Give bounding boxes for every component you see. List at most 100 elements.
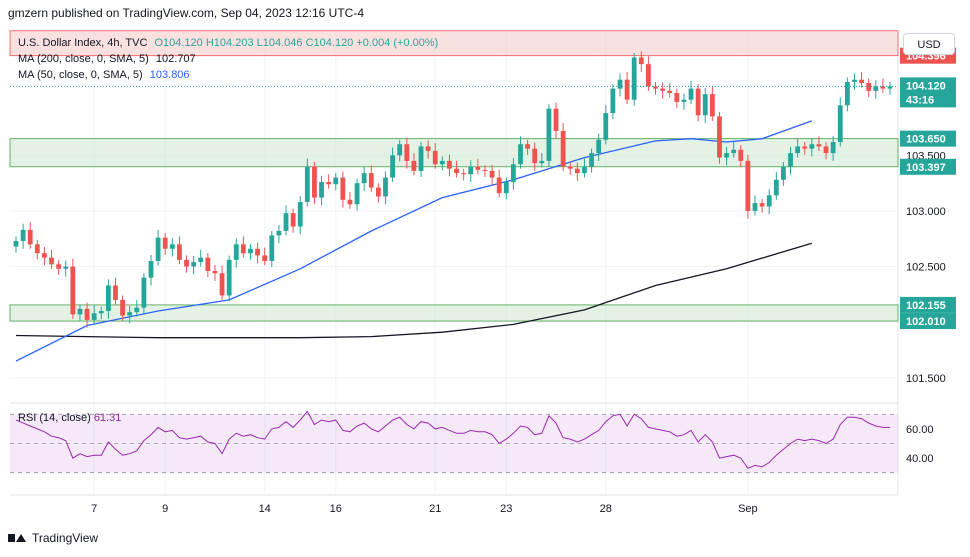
candle-body xyxy=(255,248,260,256)
candle-body xyxy=(638,57,644,65)
candle-body xyxy=(503,182,509,194)
candle-body xyxy=(859,79,864,84)
candle-body xyxy=(731,149,737,154)
candle-body xyxy=(198,257,204,263)
candle-body xyxy=(454,168,459,174)
price-label-text: 102.010 xyxy=(906,316,946,328)
candle-body xyxy=(155,237,161,261)
price-label-box xyxy=(900,158,956,175)
time-tick-label: 16 xyxy=(330,503,342,515)
candle-body xyxy=(717,116,722,158)
candle-body xyxy=(873,86,879,91)
candle-body xyxy=(177,244,182,260)
price-label-countdown: 43:16 xyxy=(906,94,934,106)
legend-ma200-label[interactable]: MA (200, close, 0, SMA, 5) xyxy=(18,53,149,65)
candle-body xyxy=(688,88,694,100)
candle-body xyxy=(532,148,538,164)
candle-body xyxy=(27,229,33,245)
price-label-box xyxy=(900,130,956,147)
time-tick-label: 21 xyxy=(429,503,441,515)
price-label-text: 104.120 xyxy=(906,80,946,92)
candle-body xyxy=(852,79,857,82)
candle-body xyxy=(120,299,125,316)
candle-body xyxy=(816,144,822,147)
legend-ma50-row: MA (50, close, 0, SMA, 5) 103.806 xyxy=(18,69,190,81)
candle-body xyxy=(70,266,76,315)
candle-body xyxy=(795,146,801,154)
candle-body xyxy=(141,277,147,308)
candle-body xyxy=(624,79,630,100)
currency-unit-button[interactable]: USD xyxy=(903,33,955,55)
legend-rsi-row: RSI (14, close) 61.31 xyxy=(18,412,121,424)
candle-body xyxy=(13,240,19,247)
price-tick-label: 101.500 xyxy=(906,373,946,385)
candle-body xyxy=(425,146,431,151)
legend-low: L104.046 xyxy=(256,37,303,49)
candle-body xyxy=(660,88,666,91)
candle-body xyxy=(390,155,396,178)
legend-ma200-value: 102.707 xyxy=(155,53,196,65)
candle-body xyxy=(262,255,268,261)
candle-body xyxy=(674,93,680,102)
candle-body xyxy=(212,270,218,274)
time-tick-label: 14 xyxy=(259,503,271,515)
candle-body xyxy=(603,113,609,140)
time-tick-label: 9 xyxy=(162,503,168,515)
candle-body xyxy=(468,166,474,175)
candle-body xyxy=(56,264,62,269)
candle-body xyxy=(347,199,353,205)
candle-body xyxy=(304,166,310,203)
candle-body xyxy=(610,88,616,114)
tradingview-logo-icon[interactable] xyxy=(8,532,26,544)
candle-body xyxy=(340,177,346,200)
candle-body xyxy=(596,139,602,154)
candle-body xyxy=(411,160,417,171)
support-zone xyxy=(9,304,899,322)
candle-body xyxy=(162,237,168,249)
candle-body xyxy=(809,144,815,149)
legend-symbol[interactable]: U.S. Dollar Index, 4h, TVC xyxy=(18,37,148,49)
candle-body xyxy=(702,94,708,116)
candle-body xyxy=(98,311,104,314)
candle-body xyxy=(383,177,388,197)
legend-open: O104.120 xyxy=(154,37,203,49)
candle-body xyxy=(34,244,40,254)
candle-body xyxy=(191,262,197,267)
candle-body xyxy=(752,203,758,211)
legend-symbol-row: U.S. Dollar Index, 4h, TVC O104.120 H104… xyxy=(18,37,438,49)
footer-brand[interactable]: TradingView xyxy=(32,531,99,545)
candle-body xyxy=(20,229,26,241)
candle-body xyxy=(631,57,637,100)
candle-body xyxy=(525,144,531,149)
candle-body xyxy=(91,313,97,320)
time-tick-label: 28 xyxy=(600,503,612,515)
candle-body xyxy=(887,86,893,89)
candle-body xyxy=(759,203,765,207)
rsi-tick-label: 60.00 xyxy=(906,424,934,436)
candle-body xyxy=(49,257,54,265)
candle-body xyxy=(404,144,410,161)
legend-rsi-label[interactable]: RSI (14, close) xyxy=(18,412,91,424)
candle-body xyxy=(134,307,140,313)
candle-body xyxy=(582,166,587,174)
candle-body xyxy=(667,90,673,94)
time-tick-label: 7 xyxy=(91,503,97,515)
price-label-text: 102.155 xyxy=(906,300,946,312)
candle-body xyxy=(105,285,111,312)
candle-body xyxy=(518,144,523,165)
candle-body xyxy=(510,164,516,183)
candle-body xyxy=(646,64,651,87)
resistance-zone xyxy=(9,30,899,57)
candle-body xyxy=(681,99,687,102)
candle-body xyxy=(447,160,452,169)
candle-body xyxy=(695,88,701,116)
candle-body xyxy=(745,160,751,211)
candle-body xyxy=(333,177,339,185)
candle-body xyxy=(738,149,744,161)
legend-ma50-label[interactable]: MA (50, close, 0, SMA, 5) xyxy=(18,69,143,81)
candle-body xyxy=(319,182,324,198)
candle-body xyxy=(461,173,467,175)
legend-change: +0.004 (+0.00%) xyxy=(356,37,439,49)
candle-body xyxy=(397,144,403,156)
